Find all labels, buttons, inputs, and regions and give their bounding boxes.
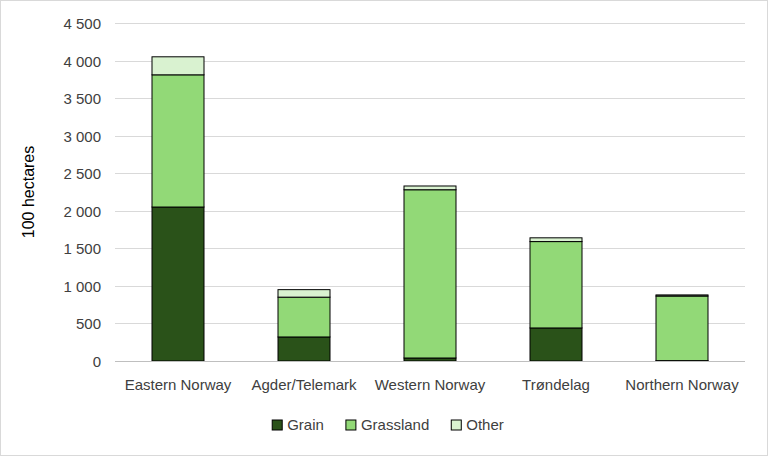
bar-segment [656, 295, 708, 296]
grid-line [115, 173, 745, 174]
legend-label: Grassland [361, 416, 429, 433]
legend-label: Other [466, 416, 504, 433]
x-tick-label: Western Norway [375, 376, 486, 393]
bar-segment [152, 57, 204, 75]
bars [152, 57, 708, 361]
y-axis-label: 100 hectares [20, 146, 37, 239]
y-tick-label: 4 000 [63, 53, 101, 70]
chart-container: 0 500 1 000 1 500 2 000 2 500 3 000 3 500 4 000 4… [0, 0, 768, 456]
bar-segment [278, 290, 330, 298]
x-tick-label: Eastern Norway [125, 376, 232, 393]
x-tick-label: Northern Norway [625, 376, 739, 393]
bar-segment [530, 238, 582, 242]
bar-segment [152, 207, 204, 361]
bar-segment [656, 296, 708, 361]
bar-segment [152, 75, 204, 207]
chart-frame [1, 1, 768, 456]
legend-swatch [451, 420, 461, 430]
chart-svg: 0 500 1 000 1 500 2 000 2 500 3 000 3 500 4 000 4… [0, 0, 768, 456]
y-tick-label: 2 000 [63, 203, 101, 220]
bar-segment [278, 337, 330, 361]
grid-line [115, 98, 745, 99]
y-tick-label: 0 [93, 353, 101, 370]
bar-segment [530, 242, 582, 328]
legend-swatch [346, 420, 356, 430]
y-tick-label: 3 000 [63, 128, 101, 145]
y-tick-label: 3 500 [63, 90, 101, 107]
grid-line [115, 61, 745, 62]
x-axis-line [115, 361, 745, 362]
y-tick-label: 2 500 [63, 165, 101, 182]
y-tick-label: 1 000 [63, 278, 101, 295]
x-tick-label: Agder/Telemark [251, 376, 357, 393]
y-tick-label: 500 [76, 315, 101, 332]
bar-segment [278, 297, 330, 337]
legend-label: Grain [287, 416, 324, 433]
grid-line [115, 136, 745, 137]
legend-swatch [272, 420, 282, 430]
x-tick-label: Trøndelag [522, 376, 590, 393]
bar-segment [530, 328, 582, 361]
bar-segment [404, 186, 456, 190]
grid-line [115, 23, 745, 24]
bar-segment [404, 190, 456, 358]
legend: Grain Grassland Other [272, 416, 504, 433]
y-tick-label: 1 500 [63, 240, 101, 257]
y-tick-label: 4 500 [63, 15, 101, 32]
